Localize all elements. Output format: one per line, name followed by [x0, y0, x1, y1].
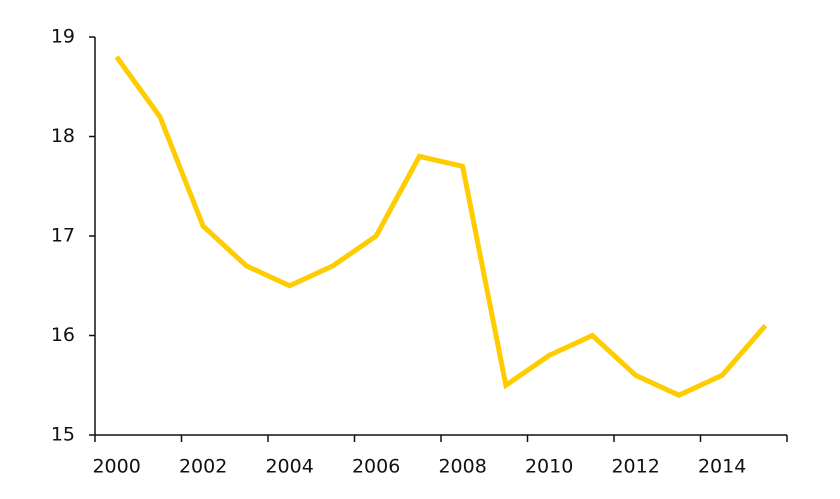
x-tick-label: 2000 [92, 456, 140, 478]
y-tick-label: 15 [51, 424, 75, 446]
x-tick-label: 2004 [265, 456, 313, 478]
data-line [114, 55, 768, 398]
x-tick-label: 2014 [698, 456, 746, 478]
y-tick-label: 16 [51, 324, 75, 346]
x-tick-label: 2010 [525, 456, 573, 478]
y-tick-label: 18 [51, 125, 75, 147]
x-tick-label: 2006 [352, 456, 400, 478]
x-tick-label: 2008 [438, 456, 486, 478]
x-tick-label: 2002 [179, 456, 227, 478]
y-tick-label: 17 [51, 225, 75, 247]
x-tick-label: 2012 [611, 456, 659, 478]
y-tick-label: 19 [51, 26, 75, 48]
